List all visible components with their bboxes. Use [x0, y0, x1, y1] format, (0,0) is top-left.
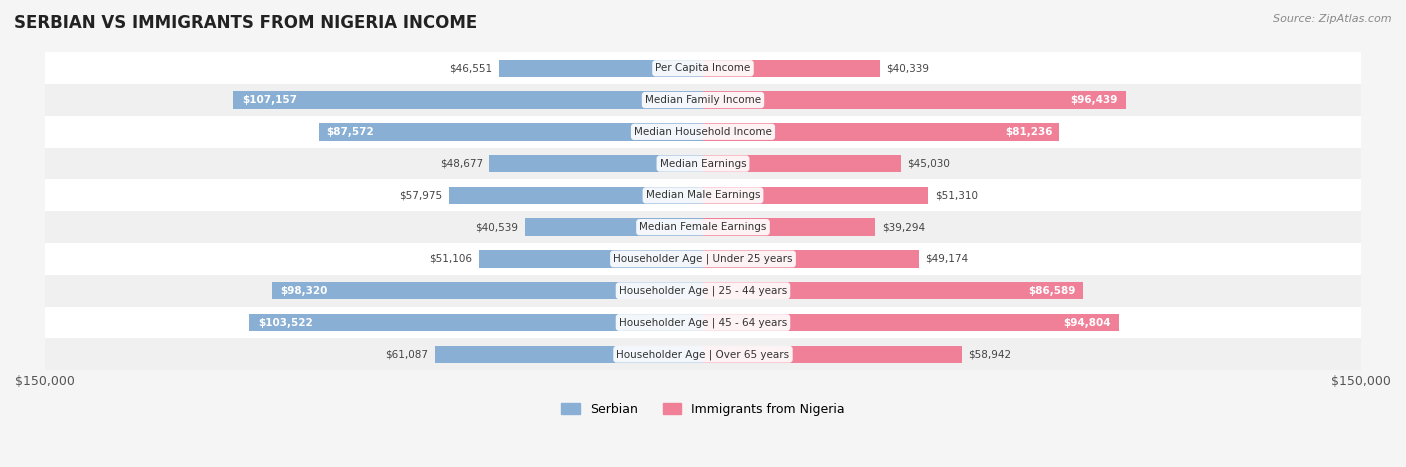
Text: $46,551: $46,551: [449, 63, 492, 73]
Text: $51,310: $51,310: [935, 191, 977, 200]
Bar: [499, 59, 703, 77]
Text: $61,087: $61,087: [385, 349, 429, 359]
Bar: [703, 187, 928, 204]
Bar: [45, 307, 1361, 339]
Bar: [449, 187, 703, 204]
Bar: [45, 52, 1361, 84]
Text: $58,942: $58,942: [969, 349, 1011, 359]
Text: Median Male Earnings: Median Male Earnings: [645, 191, 761, 200]
Text: Median Earnings: Median Earnings: [659, 159, 747, 169]
Text: $98,320: $98,320: [280, 286, 328, 296]
Text: $49,174: $49,174: [925, 254, 969, 264]
Bar: [45, 84, 1361, 116]
Bar: [434, 346, 703, 363]
Text: Source: ZipAtlas.com: Source: ZipAtlas.com: [1274, 14, 1392, 24]
Text: Per Capita Income: Per Capita Income: [655, 63, 751, 73]
Bar: [479, 250, 703, 268]
Bar: [249, 314, 703, 331]
Text: $40,539: $40,539: [475, 222, 519, 232]
Text: $86,589: $86,589: [1028, 286, 1076, 296]
Text: $40,339: $40,339: [887, 63, 929, 73]
Text: Median Female Earnings: Median Female Earnings: [640, 222, 766, 232]
Bar: [233, 91, 703, 109]
Text: Householder Age | 25 - 44 years: Householder Age | 25 - 44 years: [619, 285, 787, 296]
Text: $57,975: $57,975: [399, 191, 441, 200]
Text: Median Family Income: Median Family Income: [645, 95, 761, 105]
Text: Householder Age | Under 25 years: Householder Age | Under 25 years: [613, 254, 793, 264]
Bar: [45, 179, 1361, 211]
Text: Median Household Income: Median Household Income: [634, 127, 772, 137]
Bar: [45, 275, 1361, 307]
Bar: [703, 91, 1126, 109]
Bar: [45, 116, 1361, 148]
Bar: [703, 59, 880, 77]
Legend: Serbian, Immigrants from Nigeria: Serbian, Immigrants from Nigeria: [555, 398, 851, 421]
Text: $107,157: $107,157: [242, 95, 297, 105]
Text: $87,572: $87,572: [326, 127, 374, 137]
Text: SERBIAN VS IMMIGRANTS FROM NIGERIA INCOME: SERBIAN VS IMMIGRANTS FROM NIGERIA INCOM…: [14, 14, 477, 32]
Text: $94,804: $94,804: [1063, 318, 1111, 327]
Bar: [703, 219, 876, 236]
Bar: [703, 314, 1119, 331]
Bar: [45, 339, 1361, 370]
Text: Householder Age | 45 - 64 years: Householder Age | 45 - 64 years: [619, 317, 787, 328]
Bar: [489, 155, 703, 172]
Text: Householder Age | Over 65 years: Householder Age | Over 65 years: [616, 349, 790, 360]
Bar: [45, 148, 1361, 179]
Bar: [703, 123, 1059, 141]
Bar: [271, 282, 703, 299]
Bar: [703, 282, 1083, 299]
Bar: [45, 243, 1361, 275]
Text: $103,522: $103,522: [257, 318, 312, 327]
Text: $81,236: $81,236: [1005, 127, 1052, 137]
Bar: [703, 346, 962, 363]
Text: $45,030: $45,030: [907, 159, 950, 169]
Bar: [703, 250, 918, 268]
Bar: [526, 219, 703, 236]
Bar: [319, 123, 703, 141]
Text: $48,677: $48,677: [440, 159, 482, 169]
Text: $51,106: $51,106: [429, 254, 472, 264]
Bar: [703, 155, 901, 172]
Text: $96,439: $96,439: [1070, 95, 1118, 105]
Text: $39,294: $39,294: [882, 222, 925, 232]
Bar: [45, 211, 1361, 243]
